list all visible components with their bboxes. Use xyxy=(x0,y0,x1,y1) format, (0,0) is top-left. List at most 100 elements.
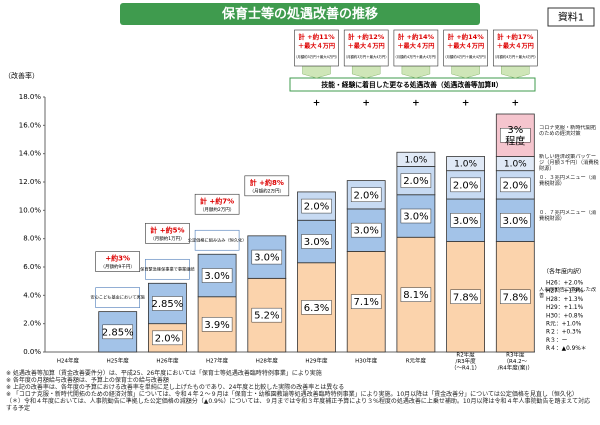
value-label: 3.0% xyxy=(453,216,478,227)
breakdown-row: R３：ー xyxy=(546,337,568,344)
y-tick-label: 16.0% xyxy=(19,121,42,129)
series-name: ０．７兆円メニュー（消費税財源） xyxy=(539,210,596,222)
value-label: 6.3% xyxy=(304,303,329,314)
x-tick-label: H29年度 xyxy=(305,357,328,365)
value-label: 3.9% xyxy=(204,320,229,331)
series-name: 人事院勧告に準拠した改善 xyxy=(539,286,597,299)
additional-band: 技能・経験に着目した更なる処遇改善（処遇改善等加算Ⅱ） xyxy=(321,80,502,89)
footnote: ※ 「コロナ克服・新時代開拓のための経済対策」については、令和４年２～９月は「保… xyxy=(6,391,578,398)
value-label: 2.85% xyxy=(102,327,134,338)
breakdown-row: H30：+0.8% xyxy=(546,313,584,319)
breakdown-row: R２：+0.3% xyxy=(546,329,582,336)
rate-note-box xyxy=(145,222,190,244)
footnote: ※ 処遇改善等加算（賃金改善要件分）は、平成25、26年度においては「保育士等処… xyxy=(6,370,322,377)
arrow xyxy=(302,65,331,79)
scheme-note-box xyxy=(95,287,140,308)
plus-sign: + xyxy=(412,99,420,109)
title: 保育士等の処遇改善の推移 xyxy=(221,6,378,22)
value-label-bg xyxy=(400,287,432,302)
y-axis-label: （改善率） xyxy=(4,71,39,80)
x-tick-label: R元年度 xyxy=(406,357,427,365)
rate-note-box xyxy=(343,29,389,67)
value-label: 3.0% xyxy=(304,237,329,248)
salary-note: （月額約9千円） xyxy=(101,263,135,270)
x-tick-label: H27年度 xyxy=(206,357,229,365)
legend-entry: 新しい経済政策パッケージ（月額３千円）（消費税財源） xyxy=(539,153,599,172)
rate-note: 計 +約14% xyxy=(398,32,435,41)
value-label-bg xyxy=(201,317,233,332)
breakdown-row: H26：+2.0% xyxy=(546,281,584,287)
value-label-bg xyxy=(301,234,332,249)
rate-note: +約3% xyxy=(105,254,130,263)
max-note: ＋最大４万円 xyxy=(397,42,434,50)
rate-note-box xyxy=(244,175,290,197)
value-label: 1.0% xyxy=(454,160,477,170)
rate-note-box xyxy=(443,29,488,67)
value-label-bg xyxy=(450,213,481,228)
arrow xyxy=(501,65,530,79)
value-label: 2.0% xyxy=(403,176,428,187)
x-tick-label: H26年度 xyxy=(156,357,179,365)
value-label: 8.1% xyxy=(403,290,428,301)
footnote: ※ 上記の改善率は、各年度の予算における改善率を単純に足し上げたものであり、24… xyxy=(6,384,345,391)
value-label: 2.85% xyxy=(152,299,184,310)
breakdown-row: H29：+1.1% xyxy=(546,305,584,311)
value-label-bg xyxy=(500,289,531,304)
salary-note: （月額約4万円＋最大4万円） xyxy=(443,54,488,59)
arrow xyxy=(451,65,480,79)
rate-note-box xyxy=(492,29,538,67)
max-note: ＋最大４万円 xyxy=(447,42,484,50)
value-label-bg xyxy=(301,198,332,214)
rate-note: 計 +約11% xyxy=(298,32,335,41)
salary-note: （月額約3万円＋最大4万円） xyxy=(294,54,339,59)
breakdown-row: H27：+1.9% xyxy=(546,289,584,295)
rate-note: 計 +約14% xyxy=(447,32,484,41)
salary-note: （月額約1万円） xyxy=(150,235,184,242)
y-tick-label: 8.0% xyxy=(23,235,41,243)
band-box xyxy=(289,77,536,92)
y-tick-label: 6.0% xyxy=(23,263,41,271)
value-label: 3.0% xyxy=(403,212,428,223)
doc-label: 資料1 xyxy=(558,11,584,24)
x-tick-label: H24年度 xyxy=(57,357,80,365)
value-label: 3%程度 xyxy=(505,125,525,148)
breakdown-row: H28：+1.3% xyxy=(546,297,584,303)
value-label-bg xyxy=(500,128,531,143)
scheme-note: 公定価格に組み込み（恒久化） xyxy=(188,236,247,243)
scheme-note: 保育緊急確保事業で事業継続 xyxy=(140,265,195,272)
legend-entry: 人事院勧告に準拠した改善 xyxy=(539,286,597,299)
legend-entry: ０．３兆円メニュー（消費税財源） xyxy=(539,174,597,188)
x-tick-label: H30年度 xyxy=(355,357,378,365)
value-label: 7.8% xyxy=(453,292,478,303)
plus-sign: + xyxy=(512,99,520,109)
scheme-note: 安心こども基金において実施 xyxy=(91,294,146,301)
title-banner xyxy=(120,3,480,25)
footnote: ※ 各年度の月額給与改善額は、予算上の保育士の給与改善額 xyxy=(6,377,169,384)
value-label-bg xyxy=(350,222,382,238)
footnote: （＊）令和４年度においては、人事院勧告に準拠した公定価格の減額分（▲0.9%）に… xyxy=(6,398,591,413)
salary-note: （月額約2万円） xyxy=(200,206,234,213)
value-label: 2.0% xyxy=(155,333,180,344)
salary-note: （月額約2万円） xyxy=(250,187,284,194)
rate-note-box xyxy=(294,29,339,67)
max-note: ＋最大４万円 xyxy=(298,42,335,50)
x-tick-label: R3年度（R4.2～/R4年度(案)） xyxy=(498,350,533,371)
y-tick-label: 12.0% xyxy=(19,178,42,186)
value-label: 3.0% xyxy=(254,253,279,264)
value-label: 2.0% xyxy=(503,180,528,191)
value-label-bg xyxy=(152,330,183,346)
series-name: 新しい経済政策パッケージ（月額３千円）（消費税財源） xyxy=(539,153,599,172)
x-tick-label: H25年度 xyxy=(107,357,130,365)
rate-note: 計 +約17% xyxy=(497,32,534,41)
salary-note: （月額約4万円＋最大4万円） xyxy=(393,54,438,59)
value-label-bg xyxy=(350,187,382,202)
x-tick-label: R2年度/R3年度（～R4.1） xyxy=(451,350,480,371)
value-label: 3.0% xyxy=(503,216,528,227)
max-note: ＋最大４万円 xyxy=(497,42,534,50)
value-label: 7.1% xyxy=(353,297,378,308)
breakdown-row: R４：▲0.9%＊ xyxy=(546,345,587,352)
value-label-bg xyxy=(102,324,133,340)
value-label-bg xyxy=(500,177,531,193)
scheme-note-box xyxy=(145,258,190,280)
